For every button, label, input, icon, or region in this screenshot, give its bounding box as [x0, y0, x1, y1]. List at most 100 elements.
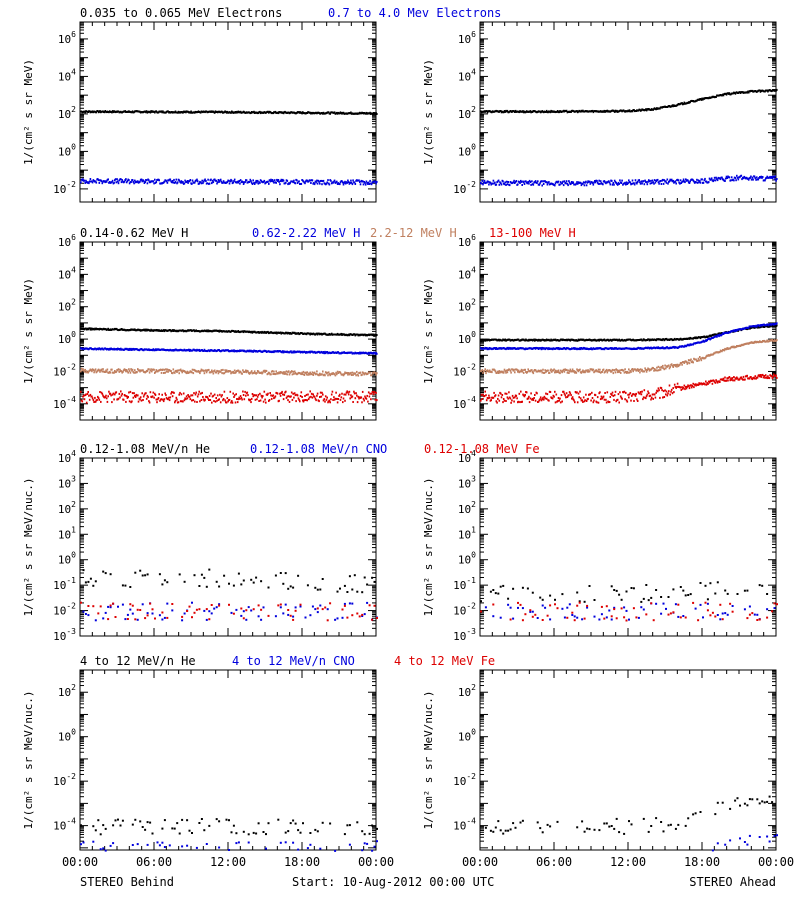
data-point	[279, 392, 281, 395]
data-point	[206, 396, 209, 399]
data-point	[528, 179, 531, 182]
data-point	[126, 348, 129, 351]
data-point	[166, 181, 169, 184]
data-point	[320, 179, 323, 182]
data-point	[691, 337, 694, 340]
data-point	[155, 369, 158, 372]
data-point	[572, 181, 575, 184]
data-point	[313, 350, 316, 353]
data-point	[340, 332, 343, 335]
data-point	[123, 180, 126, 183]
data-point	[89, 111, 92, 114]
data-point	[576, 181, 578, 184]
data-point	[229, 180, 232, 183]
data-point	[85, 401, 88, 404]
data-point	[659, 180, 662, 182]
data-point	[273, 179, 276, 182]
data-point	[247, 394, 249, 397]
y-tick-label: 10-2	[453, 362, 476, 378]
data-point	[372, 390, 374, 393]
data-point	[322, 351, 325, 353]
data-point	[369, 392, 371, 395]
data-point	[117, 180, 119, 183]
data-point	[563, 110, 566, 113]
data-point	[199, 372, 201, 375]
data-point	[347, 179, 349, 182]
data-point	[482, 183, 484, 186]
data-point	[713, 179, 715, 182]
data-point	[107, 395, 109, 398]
data-point	[154, 392, 156, 395]
data-point	[278, 111, 280, 113]
data-point	[94, 396, 96, 399]
data-point	[149, 391, 152, 394]
data-point	[208, 368, 210, 371]
data-point	[293, 392, 296, 395]
data-point	[315, 399, 317, 402]
data-point	[375, 391, 377, 394]
data-point	[188, 395, 191, 398]
data-point	[563, 180, 566, 183]
data-point	[594, 180, 596, 182]
data-point	[270, 180, 273, 183]
data-point	[263, 369, 266, 372]
data-point	[619, 179, 621, 182]
data-point	[674, 338, 677, 341]
data-point	[164, 371, 166, 374]
data-point	[230, 111, 232, 114]
data-point	[175, 369, 178, 372]
data-point	[114, 393, 116, 396]
data-point	[254, 181, 257, 184]
data-point	[267, 392, 269, 395]
panel-row2-right: 10-4 10-2 100 102 104 106 1/(cm² s sr MeV)	[422, 233, 778, 421]
data-point	[101, 182, 104, 185]
data-point	[598, 179, 600, 182]
data-point	[93, 371, 95, 374]
y-tick-label: 10-2	[53, 180, 76, 196]
data-point	[222, 180, 225, 183]
data-point	[599, 180, 602, 183]
data-point	[265, 401, 267, 404]
data-point	[81, 179, 84, 182]
data-point	[273, 181, 275, 184]
data-point	[206, 182, 209, 185]
data-point	[171, 180, 174, 182]
data-point	[142, 179, 145, 182]
data-point	[354, 372, 357, 375]
data-point	[220, 395, 223, 398]
data-point	[128, 182, 131, 185]
data-point	[329, 401, 331, 404]
data-point	[253, 394, 256, 397]
data-point	[205, 180, 207, 182]
data-point	[662, 182, 665, 185]
data-point	[619, 109, 621, 112]
data-point	[268, 182, 270, 185]
data-point	[259, 399, 262, 402]
data-point	[364, 183, 367, 186]
data-point	[742, 177, 745, 180]
data-point	[258, 350, 260, 352]
data-point	[365, 397, 368, 400]
data-point	[747, 326, 750, 329]
data-point	[98, 181, 101, 184]
data-point	[125, 400, 127, 403]
data-point	[311, 179, 314, 182]
y-tick-label: 100	[58, 330, 76, 346]
data-point	[485, 110, 488, 113]
data-point	[674, 180, 677, 183]
data-point	[715, 176, 717, 179]
data-point	[188, 180, 191, 183]
data-point	[506, 109, 509, 112]
data-point	[313, 333, 316, 336]
data-point	[117, 397, 120, 400]
data-point	[697, 179, 700, 182]
data-point	[121, 392, 123, 395]
data-point	[290, 395, 292, 398]
data-point	[204, 398, 206, 401]
data-point	[159, 399, 161, 402]
data-point	[562, 338, 564, 341]
data-point	[767, 176, 769, 179]
data-point	[688, 182, 691, 184]
data-point	[270, 178, 272, 181]
